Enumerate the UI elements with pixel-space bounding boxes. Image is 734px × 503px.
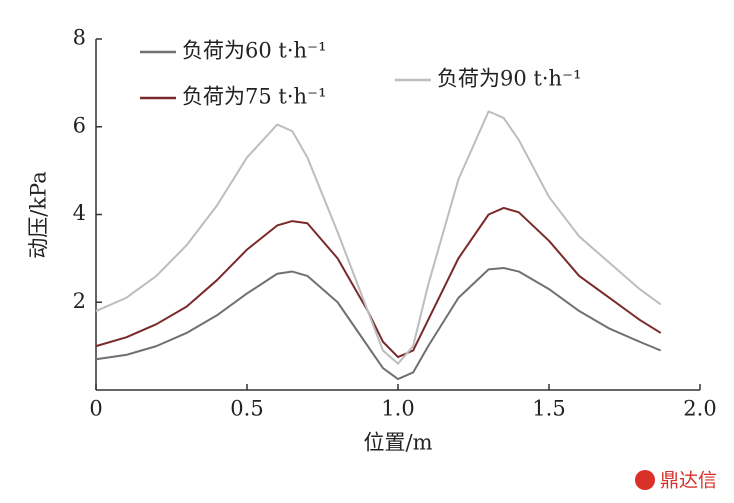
watermark-logo bbox=[635, 470, 655, 490]
y-tick-label: 6 bbox=[73, 113, 86, 137]
legend-label: 负荷为75 t·h⁻¹ bbox=[182, 85, 327, 109]
legend-label: 负荷为60 t·h⁻¹ bbox=[182, 39, 327, 63]
x-axis-label: 位置/m bbox=[364, 431, 433, 455]
y-tick-label: 2 bbox=[73, 289, 86, 313]
y-axis-label: 动压/kPa bbox=[27, 171, 51, 259]
x-tick-label: 0.5 bbox=[230, 397, 263, 421]
legend-label: 负荷为90 t·h⁻¹ bbox=[437, 67, 582, 91]
series-line bbox=[95, 267, 662, 381]
series-line bbox=[95, 206, 662, 359]
series-line bbox=[95, 110, 662, 365]
x-tick-label: 0 bbox=[89, 397, 102, 421]
x-tick-label: 1.5 bbox=[532, 397, 565, 421]
watermark: 鼎达信 bbox=[660, 470, 717, 492]
y-tick-label: 8 bbox=[73, 26, 86, 50]
y-tick-label: 4 bbox=[73, 201, 86, 225]
x-tick-label: 2.0 bbox=[683, 397, 716, 421]
x-tick-label: 1.0 bbox=[381, 397, 414, 421]
